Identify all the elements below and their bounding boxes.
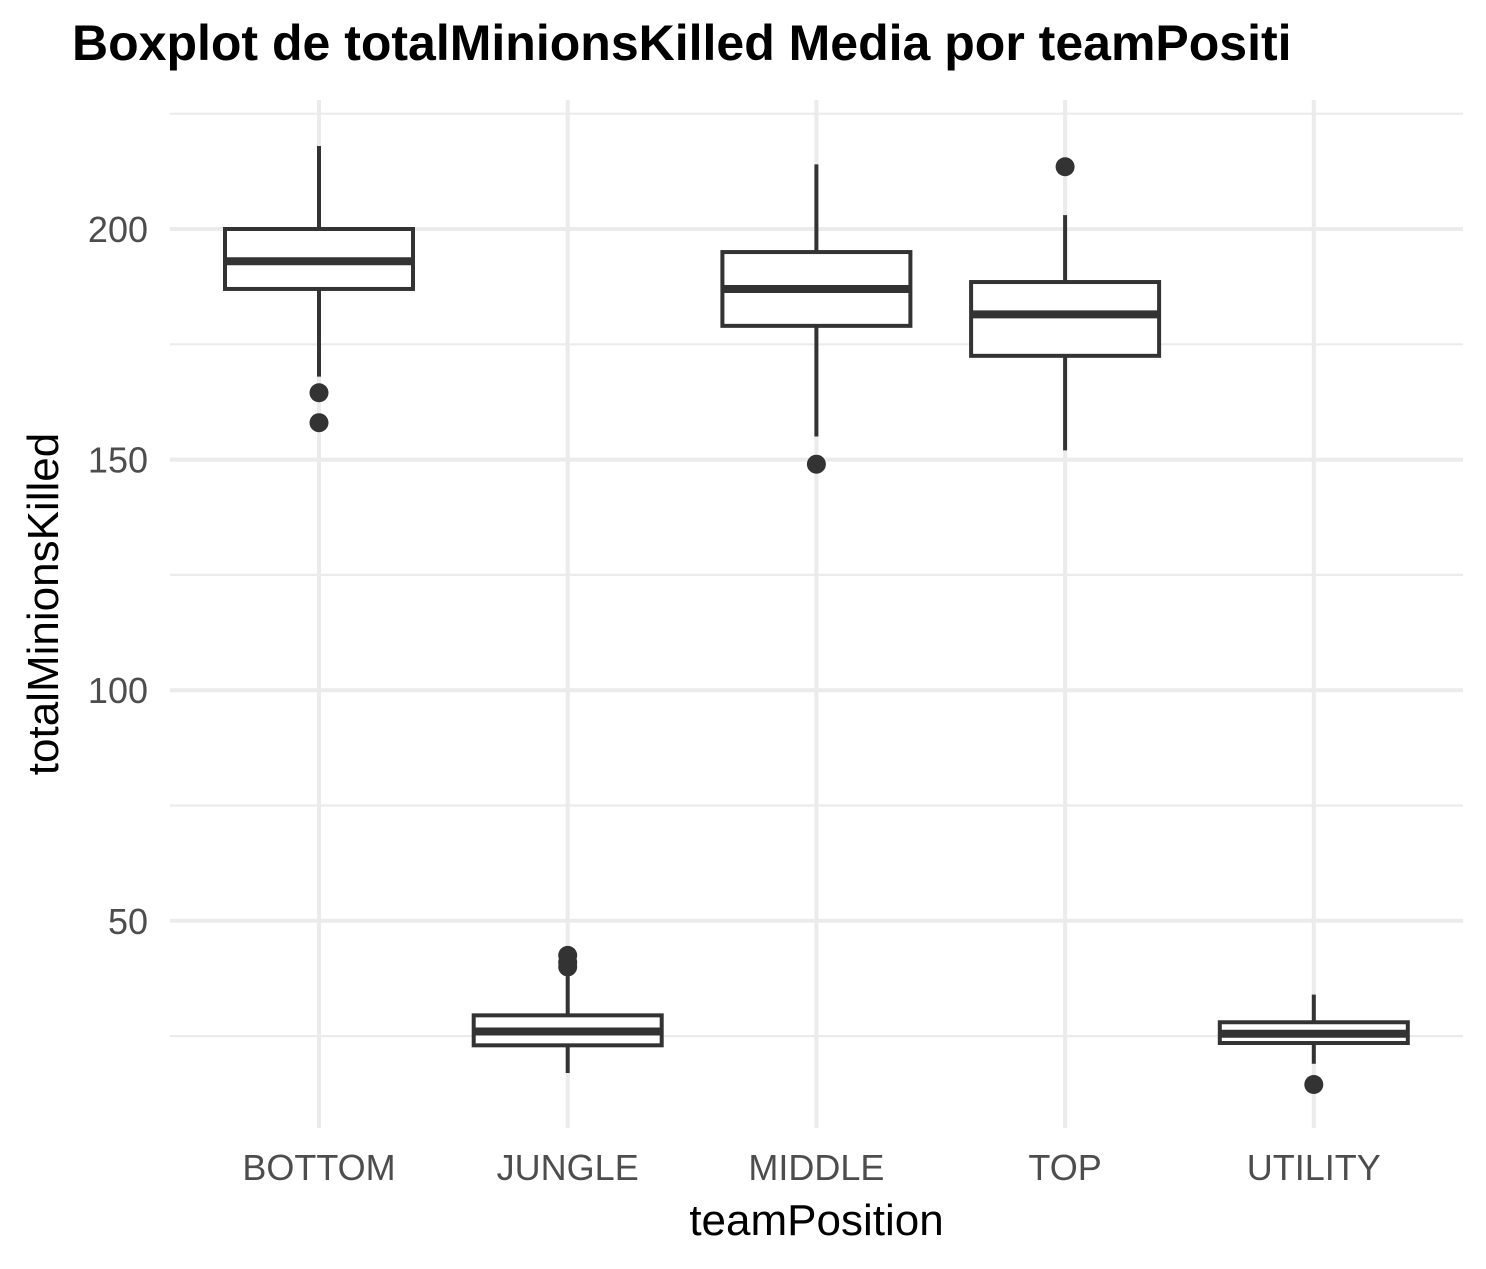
iqr-box — [969, 280, 1162, 358]
outlier-point — [309, 383, 329, 403]
outlier-point — [806, 454, 826, 474]
x-tick-label: JUNGLE — [497, 1147, 639, 1188]
x-tick-label: MIDDLE — [748, 1147, 884, 1188]
outlier-point — [1055, 157, 1075, 177]
y-tick-label: 100 — [88, 670, 148, 711]
x-tick-label: UTILITY — [1247, 1147, 1381, 1188]
x-axis-title: teamPosition — [689, 1196, 943, 1245]
outlier-point — [1304, 1075, 1324, 1095]
y-tick-label: 150 — [88, 440, 148, 481]
outlier-point — [558, 945, 578, 965]
outlier-point — [309, 413, 329, 433]
y-axis-title: totalMinionsKilled — [19, 433, 68, 775]
y-tick-label: 50 — [108, 901, 148, 942]
chart-title: Boxplot de totalMinionsKilled Media por … — [72, 15, 1292, 71]
y-tick-label: 200 — [88, 209, 148, 250]
x-tick-label: TOP — [1028, 1147, 1101, 1188]
x-tick-label: BOTTOM — [242, 1147, 395, 1188]
